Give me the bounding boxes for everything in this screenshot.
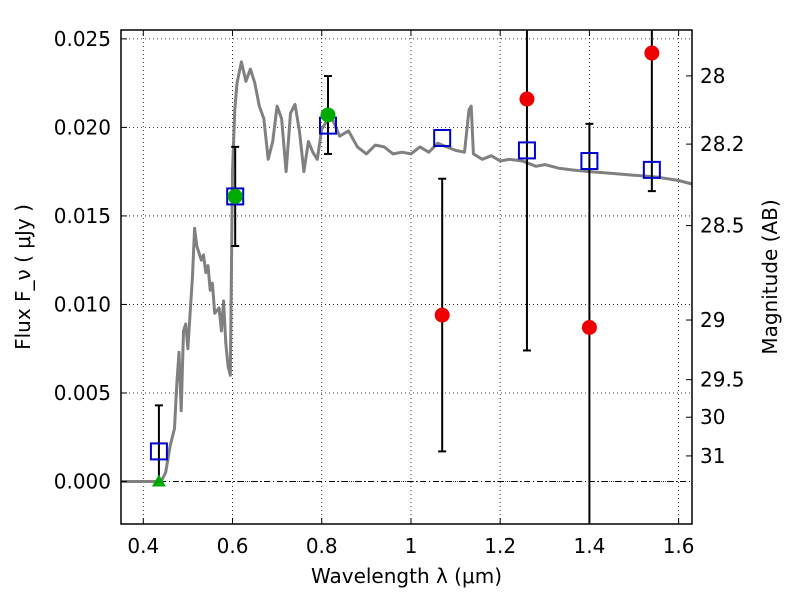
model-photometry-square [517, 141, 536, 160]
y-tick-label: 0.025 [54, 27, 111, 51]
upper-limit-point [644, 45, 660, 61]
right-tick-label: 28.2 [700, 132, 745, 156]
upper-limit-point [581, 319, 597, 335]
upper-limit-point [434, 307, 450, 323]
y-axis-label: Flux F_ν ( μJy ) [11, 204, 35, 350]
x-tick-label: 0.6 [217, 534, 249, 558]
y-tick-label: 0.000 [54, 470, 111, 494]
plot-frame [120, 29, 693, 525]
model-photometry-square [642, 160, 661, 179]
model-photometry-square [433, 129, 452, 148]
right-tick-label: 28.5 [700, 214, 745, 238]
y-tick-label: 0.010 [54, 292, 111, 316]
x-tick-label: 1 [405, 534, 418, 558]
y-tick-label: 0.005 [54, 381, 111, 405]
right-axis-label: Magnitude (AB) [758, 199, 782, 354]
x-tick-label: 1.4 [573, 534, 605, 558]
upper-limit-point [519, 91, 535, 107]
right-tick-label: 30 [700, 405, 725, 429]
data-marks [149, 30, 661, 524]
y-tick-label: 0.015 [54, 204, 111, 228]
non-detection-triangle [151, 474, 166, 487]
model-sed-line [121, 60, 693, 483]
x-tick-label: 0.4 [127, 534, 159, 558]
detection-point [320, 107, 336, 123]
right-tick-label: 29 [700, 308, 725, 332]
detection-point [227, 188, 243, 204]
grid-lines [121, 30, 692, 524]
right-tick-label: 31 [700, 444, 725, 468]
x-axis-label: Wavelength λ (μm) [311, 564, 502, 588]
x-tick-label: 1.6 [663, 534, 695, 558]
model-photometry-square [149, 442, 168, 461]
x-tick-label: 0.8 [306, 534, 338, 558]
right-tick-label: 29.5 [700, 368, 745, 392]
model-photometry-square [226, 187, 245, 206]
model-photometry-square [580, 152, 599, 171]
axis-ticks: 0.4 0.6 0.8 1 1.2 1.4 1.6 0.000 0.005 0.010 0.015 0… [54, 27, 745, 558]
right-tick-label: 28 [700, 64, 725, 88]
y-tick-label: 0.020 [54, 115, 111, 139]
x-tick-label: 1.2 [484, 534, 516, 558]
